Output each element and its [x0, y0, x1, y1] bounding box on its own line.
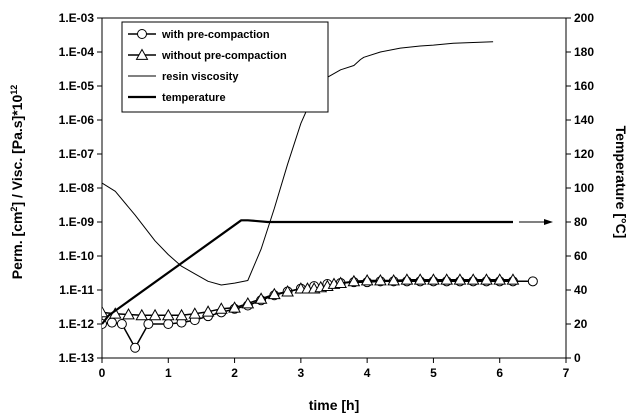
data-point-triangle — [135, 48, 149, 60]
legend: with pre-compaction without pre-compactio… — [121, 21, 329, 113]
data-point-triangle — [374, 273, 387, 286]
y-left-tick-label: 1.E-05 — [59, 79, 95, 93]
y-axis-title-left-part-a: Perm. [cm — [9, 212, 25, 280]
y-left-tick-label: 1.E-13 — [59, 351, 95, 365]
data-point-triangle — [466, 273, 480, 285]
y-axis-title-left-sup-2: 12 — [9, 85, 19, 95]
y-left-tick-label: 1.E-12 — [59, 317, 95, 331]
temperature-axis-arrow-head — [544, 219, 553, 225]
data-point-triangle — [440, 273, 454, 285]
ticks-layer: 0 1 2 3 4 5 6 7 1.E-13 1.E-12 1.E-11 1.E-10 1.E-09 1.… — [59, 11, 595, 380]
data-point-triangle — [148, 308, 162, 321]
data-point-triangle — [135, 308, 149, 321]
data-point-triangle — [493, 273, 507, 285]
data-point-triangle — [347, 274, 361, 287]
data-point-circle — [143, 319, 154, 329]
series-line-temperature — [102, 219, 513, 325]
x-tick-label: 7 — [563, 366, 570, 380]
y-right-tick-label: 200 — [574, 11, 594, 25]
y-axis-title-left-sup-1: 2 — [9, 207, 19, 212]
y-right-tick-label: 80 — [574, 215, 588, 229]
legend-box — [121, 21, 329, 113]
y-axis-title-left: Perm. [cm2] / Visc. [Pa.s]*1012 — [9, 85, 25, 280]
data-point-triangle — [201, 305, 215, 317]
y-axis-title-left-part-b: ] / Visc. [Pa.s]*10 — [9, 95, 25, 207]
data-point-triangle — [254, 292, 268, 304]
legend-label: temperature — [162, 92, 226, 104]
data-point-triangle — [400, 273, 414, 285]
data-point-circle — [106, 317, 117, 328]
series-layer — [102, 41, 553, 353]
legend-label: with pre-compaction — [161, 29, 270, 41]
y-left-tick-label: 1.E-03 — [59, 11, 95, 25]
x-tick-label: 4 — [364, 366, 371, 380]
x-tick-label: 0 — [99, 366, 106, 380]
data-point-triangle — [102, 305, 109, 318]
legend-label: resin viscosity — [162, 71, 239, 83]
x-tick-label: 5 — [430, 366, 437, 380]
data-point-triangle — [480, 273, 493, 285]
data-point-circle — [116, 319, 127, 329]
x-tick-label: 1 — [165, 366, 172, 380]
data-point-circle — [163, 319, 174, 329]
data-point-triangle — [122, 307, 135, 320]
data-point-triangle — [427, 273, 440, 285]
data-point-triangle — [175, 308, 188, 321]
data-point-triangle — [360, 273, 374, 286]
y-right-tick-label: 40 — [574, 283, 588, 297]
y-left-tick-label: 1.E-08 — [59, 181, 95, 195]
y-right-tick-label: 20 — [574, 317, 588, 331]
data-point-triangle — [241, 297, 255, 309]
data-point-triangle — [334, 276, 347, 288]
y-left-tick-label: 1.E-09 — [59, 215, 95, 229]
y-right-tick-label: 160 — [574, 79, 594, 93]
data-point-triangle — [188, 307, 202, 319]
y-left-tick-label: 1.E-06 — [59, 113, 95, 127]
y-right-tick-label: 100 — [574, 181, 594, 195]
data-point-triangle — [453, 273, 467, 285]
y-left-tick-label: 1.E-11 — [59, 283, 94, 297]
x-tick-label: 6 — [496, 366, 503, 380]
y-right-tick-label: 0 — [574, 351, 581, 365]
x-axis-title: time [h] — [309, 397, 360, 413]
x-tick-label: 2 — [231, 366, 238, 380]
y-right-tick-label: 120 — [574, 147, 594, 161]
data-point-circle — [527, 276, 538, 287]
data-point-triangle — [228, 301, 241, 313]
x-tick-label: 3 — [298, 366, 305, 380]
y-axis-title-right: Temperature [°C] — [613, 126, 629, 239]
y-right-tick-label: 180 — [574, 45, 594, 59]
y-left-tick-label: 1.E-04 — [59, 45, 95, 59]
series-line-resin-viscosity — [102, 41, 494, 286]
data-point-triangle — [413, 273, 427, 285]
legend-label: without pre-compaction — [161, 50, 287, 62]
data-point-triangle — [267, 287, 281, 300]
y-left-tick-label: 1.E-07 — [59, 147, 95, 161]
data-point-triangle — [281, 285, 294, 297]
data-point-circle — [130, 342, 141, 353]
data-point-triangle — [161, 308, 175, 321]
data-point-triangle — [506, 273, 520, 285]
y-right-tick-label: 60 — [574, 249, 588, 263]
data-point-triangle — [387, 273, 401, 286]
y-right-tick-label: 140 — [574, 113, 594, 127]
y-left-tick-label: 1.E-10 — [59, 249, 95, 263]
data-point-circle — [137, 29, 147, 39]
data-point-triangle — [214, 302, 228, 314]
